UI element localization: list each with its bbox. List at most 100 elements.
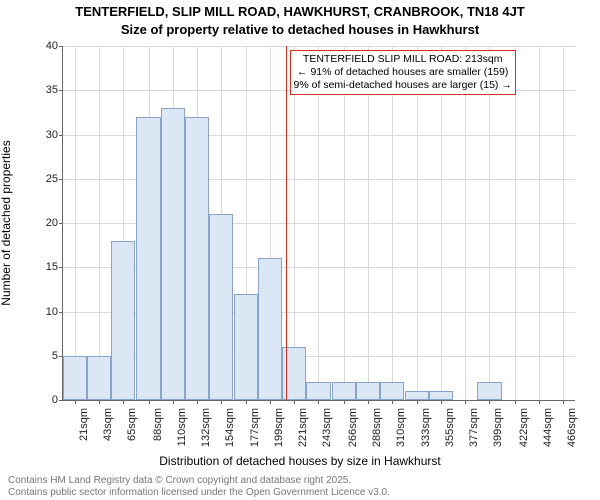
xtick-mark	[368, 400, 369, 404]
histogram-bar	[209, 214, 233, 400]
ytick-label: 35	[46, 84, 58, 96]
gridline-v	[417, 46, 418, 400]
xtick-label: 154sqm	[224, 408, 236, 447]
xtick-mark	[246, 400, 247, 404]
gridline-v	[344, 46, 345, 400]
ytick-mark	[59, 400, 63, 401]
histogram-bar	[258, 258, 282, 400]
gridline-v	[539, 46, 540, 400]
xtick-mark	[344, 400, 345, 404]
xtick-label: 377sqm	[468, 408, 480, 447]
reference-line	[286, 46, 287, 400]
license-line1: Contains HM Land Registry data © Crown c…	[8, 475, 351, 486]
xtick-mark	[539, 400, 540, 404]
ytick-mark	[59, 223, 63, 224]
xtick-mark	[99, 400, 100, 404]
xtick-label: 310sqm	[395, 408, 407, 447]
xtick-label: 288sqm	[371, 408, 383, 447]
xtick-mark	[417, 400, 418, 404]
callout-line: ← 91% of detached houses are smaller (15…	[294, 66, 512, 79]
histogram-bar	[356, 382, 380, 400]
gridline-v	[392, 46, 393, 400]
histogram-bar	[332, 382, 356, 400]
xtick-mark	[197, 400, 198, 404]
xtick-mark	[392, 400, 393, 404]
histogram-bar	[477, 382, 501, 400]
xtick-mark	[441, 400, 442, 404]
xtick-label: 266sqm	[347, 408, 359, 447]
callout-line: TENTERFIELD SLIP MILL ROAD: 213sqm	[294, 53, 512, 66]
xtick-label: 399sqm	[492, 408, 504, 447]
gridline-v	[489, 46, 490, 400]
gridline-v	[99, 46, 100, 400]
ytick-mark	[59, 135, 63, 136]
ytick-label: 0	[52, 394, 58, 406]
xtick-label: 177sqm	[249, 408, 261, 447]
histogram-bar	[161, 108, 185, 400]
xtick-label: 243sqm	[321, 408, 333, 447]
license-line2: Contains public sector information licen…	[8, 487, 390, 498]
xtick-mark	[149, 400, 150, 404]
x-axis-label: Distribution of detached houses by size …	[0, 454, 600, 468]
callout-line: 9% of semi-detached houses are larger (1…	[294, 79, 512, 92]
gridline-v	[318, 46, 319, 400]
xtick-mark	[465, 400, 466, 404]
ytick-label: 40	[46, 40, 58, 52]
xtick-label: 444sqm	[542, 408, 554, 447]
chart-title-line2: Size of property relative to detached ho…	[0, 22, 600, 37]
xtick-mark	[515, 400, 516, 404]
xtick-mark	[123, 400, 124, 404]
xtick-label: 132sqm	[200, 408, 212, 447]
xtick-label: 199sqm	[273, 408, 285, 447]
xtick-mark	[75, 400, 76, 404]
xtick-mark	[489, 400, 490, 404]
histogram-bar	[429, 391, 453, 400]
xtick-mark	[173, 400, 174, 404]
ytick-mark	[59, 312, 63, 313]
histogram-bar	[405, 391, 429, 400]
xtick-mark	[294, 400, 295, 404]
histogram-bar	[111, 241, 135, 400]
xtick-label: 65sqm	[126, 408, 138, 441]
histogram-bar	[380, 382, 404, 400]
xtick-label: 466sqm	[566, 408, 578, 447]
xtick-label: 355sqm	[444, 408, 456, 447]
xtick-mark	[318, 400, 319, 404]
ytick-mark	[59, 46, 63, 47]
histogram-bar	[306, 382, 330, 400]
xtick-label: 88sqm	[152, 408, 164, 441]
ytick-label: 5	[52, 350, 58, 362]
y-axis-label: Number of detached properties	[0, 140, 13, 305]
plot-area: TENTERFIELD SLIP MILL ROAD: 213sqm← 91% …	[62, 46, 575, 401]
histogram-bar	[185, 117, 209, 400]
chart-title-line1: TENTERFIELD, SLIP MILL ROAD, HAWKHURST, …	[0, 4, 600, 19]
histogram-bar	[136, 117, 160, 400]
xtick-label: 110sqm	[176, 408, 188, 446]
histogram-bar	[63, 356, 87, 400]
ytick-label: 15	[46, 261, 58, 273]
histogram-bar	[87, 356, 111, 400]
ytick-mark	[59, 179, 63, 180]
gridline-v	[441, 46, 442, 400]
xtick-label: 333sqm	[420, 408, 432, 447]
ytick-label: 10	[46, 306, 58, 318]
xtick-label: 43sqm	[102, 408, 114, 441]
ytick-label: 25	[46, 173, 58, 185]
ytick-label: 20	[46, 217, 58, 229]
ytick-mark	[59, 90, 63, 91]
histogram-bar	[234, 294, 258, 400]
gridline-v	[75, 46, 76, 400]
ytick-mark	[59, 267, 63, 268]
xtick-label: 221sqm	[297, 408, 309, 447]
xtick-mark	[221, 400, 222, 404]
gridline-v	[515, 46, 516, 400]
xtick-mark	[563, 400, 564, 404]
gridline-v	[465, 46, 466, 400]
gridline-v	[368, 46, 369, 400]
callout-box: TENTERFIELD SLIP MILL ROAD: 213sqm← 91% …	[290, 50, 516, 95]
xtick-label: 21sqm	[78, 408, 90, 441]
ytick-label: 30	[46, 129, 58, 141]
xtick-mark	[270, 400, 271, 404]
gridline-v	[563, 46, 564, 400]
chart-container: TENTERFIELD, SLIP MILL ROAD, HAWKHURST, …	[0, 0, 600, 500]
